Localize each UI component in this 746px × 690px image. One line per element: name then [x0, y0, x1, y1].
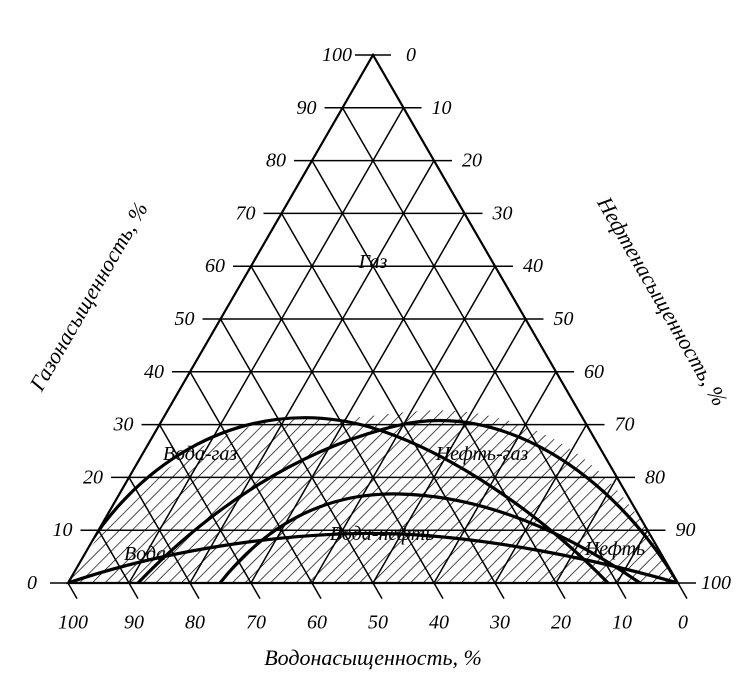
region-label-oil: Нефть	[584, 538, 645, 560]
bottom-tick-0: 0	[678, 612, 688, 634]
right-tick-90: 90	[676, 519, 696, 541]
right-tick-60: 60	[584, 361, 604, 383]
bottom-tick-90: 90	[124, 612, 144, 634]
bottom-axis-label: Водонасыщенность, %	[264, 645, 482, 670]
right-tick-20: 20	[462, 150, 482, 172]
left-tick-10: 10	[53, 519, 73, 541]
left-tick-80: 80	[266, 150, 286, 172]
left-tick-40: 40	[144, 361, 164, 383]
bottom-tick-20: 20	[551, 612, 571, 634]
right-tick-10: 10	[432, 97, 452, 119]
left-tick-50: 50	[175, 308, 195, 330]
region-label-water_gas: Вода-газ	[163, 443, 238, 465]
right-tick-80: 80	[645, 466, 665, 488]
right-axis-label: Нефтенасыщенность, %	[592, 191, 733, 410]
left-tick-90: 90	[297, 97, 317, 119]
left-tick-0: 0	[27, 572, 37, 594]
region-label-water: Вода	[124, 543, 166, 565]
left-tick-30: 30	[113, 414, 134, 436]
left-tick-60: 60	[205, 255, 225, 277]
right-tick-100: 100	[701, 572, 731, 594]
bottom-tick-60: 60	[307, 612, 327, 634]
bottom-tick-100: 100	[58, 612, 88, 634]
bottom-tick-50: 50	[368, 612, 388, 634]
right-tick-50: 50	[554, 308, 574, 330]
bottom-tick-40: 40	[429, 612, 449, 634]
ternary-diagram: 0102030405060708090100010203040506070809…	[0, 0, 746, 690]
left-axis-label: Газонасыщенность, %	[24, 198, 153, 396]
bottom-tick-80: 80	[185, 612, 205, 634]
right-tick-30: 30	[492, 202, 513, 224]
region-label-oil_gas: Нефть-газ	[435, 443, 529, 465]
bottom-tick-30: 30	[489, 612, 510, 634]
bottom-tick-10: 10	[612, 612, 632, 634]
left-tick-20: 20	[83, 466, 103, 488]
bottom-tick-70: 70	[246, 612, 266, 634]
right-tick-70: 70	[615, 414, 635, 436]
left-tick-70: 70	[236, 202, 256, 224]
region-label-water_oil: Вода-нефть	[330, 523, 435, 545]
region-label-gas: Газ	[358, 251, 388, 273]
right-tick-0: 0	[406, 44, 416, 66]
left-tick-100: 100	[322, 44, 352, 66]
right-tick-40: 40	[523, 255, 543, 277]
